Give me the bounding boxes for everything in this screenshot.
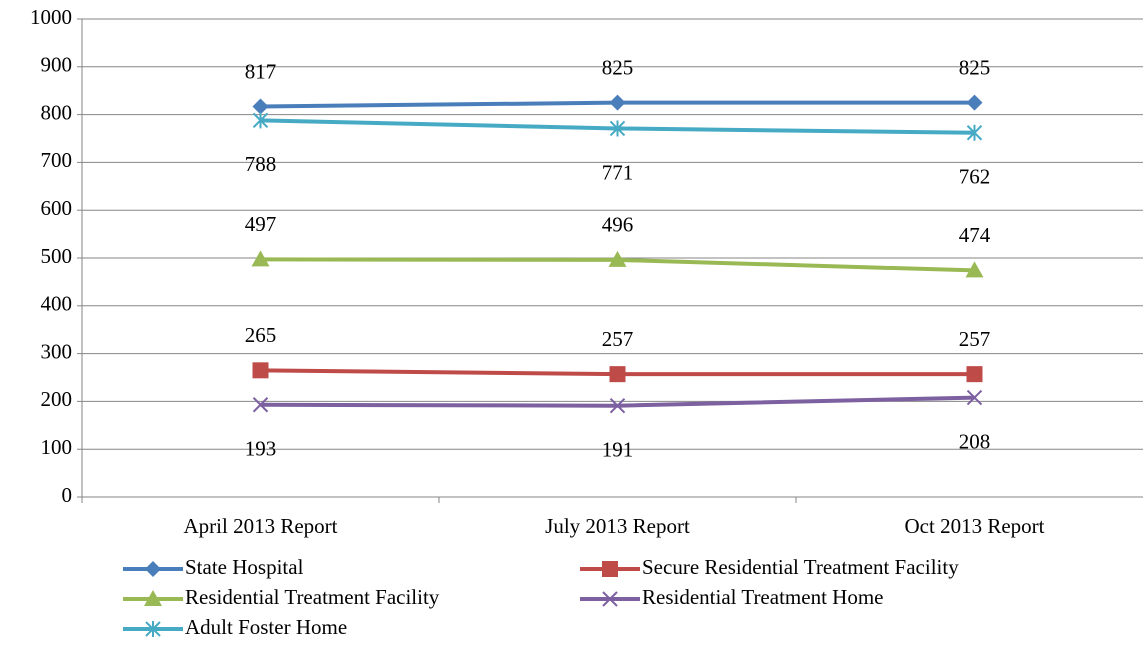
x-tick-label: July 2013 Report — [545, 514, 690, 538]
data-label: 265 — [245, 323, 277, 347]
marker-shape — [966, 124, 983, 141]
marker — [252, 397, 269, 413]
marker-shape — [609, 397, 626, 414]
marker-shape — [602, 591, 618, 607]
data-label: 496 — [602, 213, 634, 237]
data-label: 193 — [245, 437, 277, 461]
marker — [145, 621, 161, 637]
y-tick-label: 600 — [41, 196, 73, 220]
data-label: 788 — [245, 152, 277, 176]
legend-label: Residential Treatment Home — [642, 585, 883, 609]
x-tick-label: April 2013 Report — [184, 514, 338, 538]
marker-shape — [251, 250, 270, 267]
data-label: 771 — [602, 160, 634, 184]
marker — [608, 250, 627, 267]
marker — [252, 98, 269, 115]
data-label: 474 — [959, 223, 991, 247]
data-label: 191 — [602, 438, 634, 462]
y-tick-label: 700 — [41, 148, 73, 172]
marker-shape — [609, 366, 626, 383]
y-tick-label: 1000 — [30, 5, 72, 29]
marker-shape — [966, 389, 983, 406]
marker — [252, 112, 269, 129]
data-label: 825 — [959, 55, 991, 79]
marker — [966, 124, 983, 141]
data-label: 817 — [245, 59, 277, 83]
marker — [602, 591, 618, 607]
y-tick-label: 100 — [41, 435, 73, 459]
marker-shape — [609, 120, 626, 137]
marker-shape — [608, 250, 627, 267]
marker-shape — [145, 621, 161, 637]
marker-shape — [602, 561, 618, 577]
marker — [609, 120, 626, 137]
marker — [966, 94, 983, 111]
legend-label: Adult Foster Home — [185, 615, 347, 639]
marker — [144, 590, 162, 606]
y-tick-label: 200 — [41, 387, 73, 411]
marker-shape — [252, 112, 269, 129]
legend-label: Residential Treatment Facility — [185, 585, 440, 609]
data-label: 257 — [959, 327, 991, 351]
y-tick-label: 300 — [41, 339, 73, 363]
marker-shape — [252, 397, 269, 413]
marker-shape — [609, 94, 626, 111]
legend-label: Secure Residential Treatment Facility — [642, 555, 959, 579]
data-label: 825 — [602, 55, 634, 79]
y-tick-label: 400 — [41, 292, 73, 316]
marker-shape — [966, 94, 983, 111]
marker-shape — [966, 366, 983, 383]
marker — [602, 561, 618, 577]
y-tick-label: 900 — [41, 53, 73, 77]
x-tick-label: Oct 2013 Report — [905, 514, 1045, 538]
marker-shape — [965, 261, 984, 278]
data-label: 762 — [959, 165, 991, 189]
data-label: 497 — [245, 212, 277, 236]
marker — [966, 366, 983, 383]
marker — [609, 397, 626, 414]
y-tick-label: 0 — [62, 483, 73, 507]
marker-shape — [252, 362, 269, 379]
marker — [609, 94, 626, 111]
marker — [965, 261, 984, 278]
y-tick-label: 500 — [41, 244, 73, 268]
marker — [145, 561, 161, 577]
y-tick-label: 800 — [41, 100, 73, 124]
marker — [609, 366, 626, 383]
legend-label: State Hospital — [185, 555, 304, 579]
marker-shape — [252, 98, 269, 115]
marker — [966, 389, 983, 406]
marker — [251, 250, 270, 267]
data-label: 208 — [959, 429, 991, 453]
data-label: 257 — [602, 327, 634, 351]
marker — [252, 362, 269, 379]
marker-shape — [145, 561, 161, 577]
marker-shape — [144, 590, 162, 606]
